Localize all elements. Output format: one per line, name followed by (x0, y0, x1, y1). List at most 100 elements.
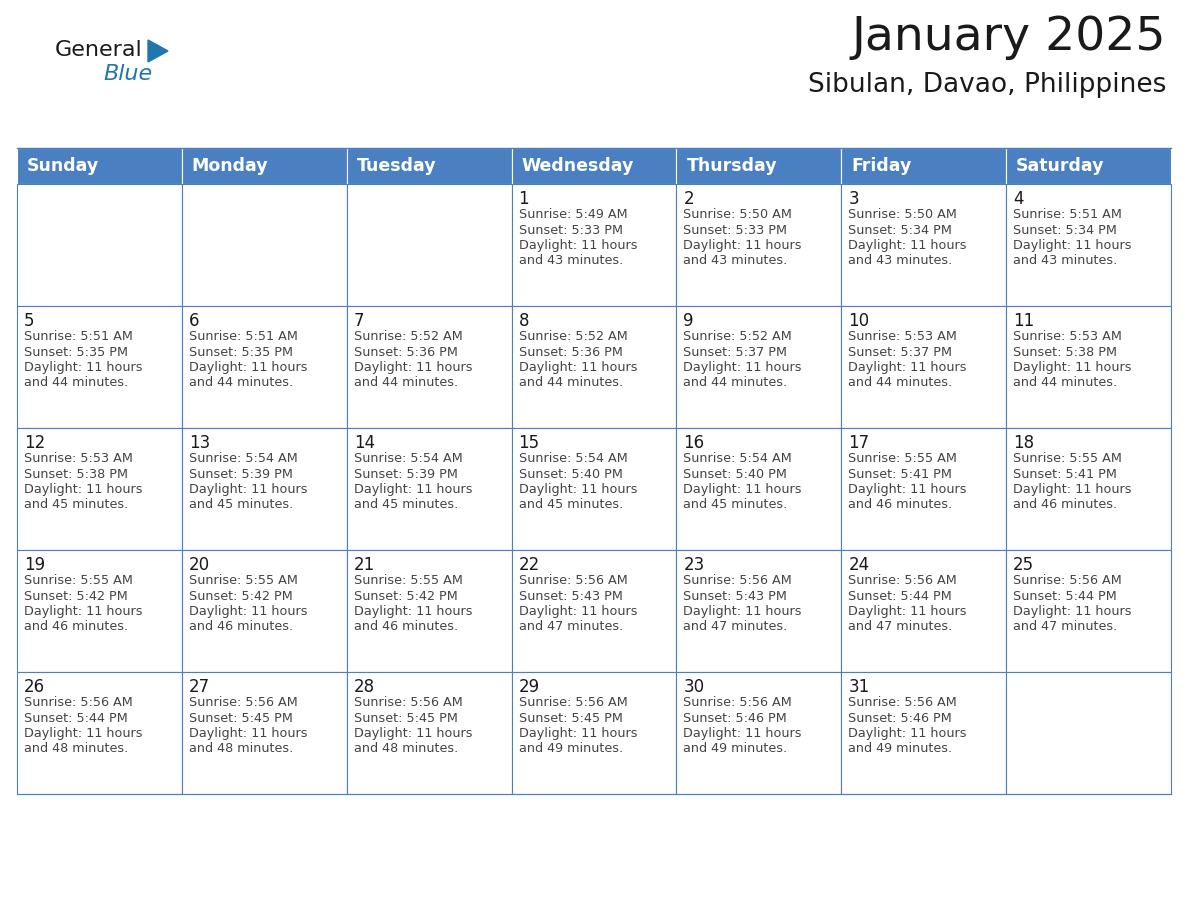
Text: Daylight: 11 hours: Daylight: 11 hours (24, 361, 143, 374)
Text: Sunset: 5:40 PM: Sunset: 5:40 PM (519, 467, 623, 480)
Text: Sunrise: 5:53 AM: Sunrise: 5:53 AM (24, 452, 133, 465)
Text: Sunset: 5:36 PM: Sunset: 5:36 PM (354, 345, 457, 359)
Bar (182, 184, 347, 306)
Text: and 44 minutes.: and 44 minutes. (848, 376, 953, 389)
Text: and 46 minutes.: and 46 minutes. (354, 621, 457, 633)
Text: Sunrise: 5:53 AM: Sunrise: 5:53 AM (1013, 330, 1121, 343)
Text: Daylight: 11 hours: Daylight: 11 hours (848, 239, 967, 252)
Text: and 46 minutes.: and 46 minutes. (189, 621, 293, 633)
Text: and 45 minutes.: and 45 minutes. (683, 498, 788, 511)
Bar (676, 148, 841, 184)
Bar (1006, 428, 1171, 550)
Text: Sunrise: 5:56 AM: Sunrise: 5:56 AM (1013, 574, 1121, 587)
Text: and 48 minutes.: and 48 minutes. (354, 743, 457, 756)
Text: Daylight: 11 hours: Daylight: 11 hours (189, 361, 308, 374)
Text: Sunrise: 5:51 AM: Sunrise: 5:51 AM (1013, 208, 1121, 221)
Text: 8: 8 (519, 312, 529, 330)
Text: 18: 18 (1013, 434, 1035, 452)
Text: Daylight: 11 hours: Daylight: 11 hours (354, 361, 472, 374)
Text: Daylight: 11 hours: Daylight: 11 hours (1013, 605, 1132, 618)
Text: Daylight: 11 hours: Daylight: 11 hours (519, 239, 637, 252)
Bar (347, 306, 512, 428)
Text: Sunrise: 5:56 AM: Sunrise: 5:56 AM (848, 574, 958, 587)
Bar (182, 672, 347, 794)
Text: Sunrise: 5:56 AM: Sunrise: 5:56 AM (354, 696, 462, 709)
Text: Sunset: 5:42 PM: Sunset: 5:42 PM (354, 589, 457, 602)
Bar (512, 672, 676, 794)
Bar (347, 672, 512, 794)
Text: Daylight: 11 hours: Daylight: 11 hours (683, 361, 802, 374)
Text: Sunset: 5:37 PM: Sunset: 5:37 PM (848, 345, 953, 359)
Text: Sunset: 5:44 PM: Sunset: 5:44 PM (24, 711, 128, 724)
Text: Sunset: 5:33 PM: Sunset: 5:33 PM (519, 223, 623, 237)
Text: 25: 25 (1013, 556, 1035, 574)
Text: Daylight: 11 hours: Daylight: 11 hours (354, 605, 472, 618)
Text: Sunrise: 5:51 AM: Sunrise: 5:51 AM (24, 330, 133, 343)
Bar (1006, 184, 1171, 306)
Text: and 44 minutes.: and 44 minutes. (1013, 376, 1117, 389)
Text: 11: 11 (1013, 312, 1035, 330)
Bar (512, 148, 676, 184)
Bar (841, 148, 1006, 184)
Text: 10: 10 (848, 312, 870, 330)
Bar (17, 148, 182, 184)
Bar (676, 550, 841, 672)
Text: Sunrise: 5:56 AM: Sunrise: 5:56 AM (519, 696, 627, 709)
Text: 9: 9 (683, 312, 694, 330)
Text: 29: 29 (519, 678, 539, 696)
Text: Daylight: 11 hours: Daylight: 11 hours (354, 483, 472, 496)
Text: and 45 minutes.: and 45 minutes. (354, 498, 457, 511)
Bar (512, 306, 676, 428)
Text: 20: 20 (189, 556, 210, 574)
Text: Sunset: 5:41 PM: Sunset: 5:41 PM (1013, 467, 1117, 480)
Text: and 43 minutes.: and 43 minutes. (519, 254, 623, 267)
Bar (347, 148, 512, 184)
Text: Sunset: 5:34 PM: Sunset: 5:34 PM (1013, 223, 1117, 237)
Bar (512, 184, 676, 306)
Text: 28: 28 (354, 678, 375, 696)
Text: Tuesday: Tuesday (356, 157, 436, 175)
Text: 21: 21 (354, 556, 375, 574)
Text: Sunset: 5:45 PM: Sunset: 5:45 PM (354, 711, 457, 724)
Text: and 44 minutes.: and 44 minutes. (354, 376, 457, 389)
Text: Sunset: 5:36 PM: Sunset: 5:36 PM (519, 345, 623, 359)
Text: Sunrise: 5:54 AM: Sunrise: 5:54 AM (189, 452, 298, 465)
Text: Sunrise: 5:55 AM: Sunrise: 5:55 AM (24, 574, 133, 587)
Text: Daylight: 11 hours: Daylight: 11 hours (354, 727, 472, 740)
Text: 23: 23 (683, 556, 704, 574)
Text: Sunrise: 5:55 AM: Sunrise: 5:55 AM (189, 574, 298, 587)
Text: Thursday: Thursday (687, 157, 777, 175)
Text: 22: 22 (519, 556, 539, 574)
Text: Sunset: 5:41 PM: Sunset: 5:41 PM (848, 467, 952, 480)
Text: Sunrise: 5:56 AM: Sunrise: 5:56 AM (848, 696, 958, 709)
Text: Sunset: 5:33 PM: Sunset: 5:33 PM (683, 223, 788, 237)
Text: 30: 30 (683, 678, 704, 696)
Text: Daylight: 11 hours: Daylight: 11 hours (189, 605, 308, 618)
Text: Sunset: 5:42 PM: Sunset: 5:42 PM (189, 589, 292, 602)
Bar (17, 672, 182, 794)
Text: Sunrise: 5:50 AM: Sunrise: 5:50 AM (848, 208, 958, 221)
Text: Daylight: 11 hours: Daylight: 11 hours (683, 727, 802, 740)
Bar (1006, 550, 1171, 672)
Bar (841, 672, 1006, 794)
Text: Sunset: 5:39 PM: Sunset: 5:39 PM (189, 467, 292, 480)
Text: Sunrise: 5:52 AM: Sunrise: 5:52 AM (683, 330, 792, 343)
Text: Sunrise: 5:56 AM: Sunrise: 5:56 AM (189, 696, 298, 709)
Text: Sunrise: 5:56 AM: Sunrise: 5:56 AM (683, 696, 792, 709)
Bar (676, 184, 841, 306)
Text: Wednesday: Wednesday (522, 157, 634, 175)
Text: 16: 16 (683, 434, 704, 452)
Text: Sunset: 5:35 PM: Sunset: 5:35 PM (189, 345, 293, 359)
Text: and 46 minutes.: and 46 minutes. (848, 498, 953, 511)
Text: and 48 minutes.: and 48 minutes. (24, 743, 128, 756)
Text: Sibulan, Davao, Philippines: Sibulan, Davao, Philippines (808, 72, 1165, 98)
Text: Sunrise: 5:55 AM: Sunrise: 5:55 AM (1013, 452, 1121, 465)
Bar (841, 306, 1006, 428)
Text: Daylight: 11 hours: Daylight: 11 hours (519, 605, 637, 618)
Text: Sunrise: 5:50 AM: Sunrise: 5:50 AM (683, 208, 792, 221)
Text: and 49 minutes.: and 49 minutes. (848, 743, 953, 756)
Bar (841, 428, 1006, 550)
Text: Daylight: 11 hours: Daylight: 11 hours (848, 361, 967, 374)
Text: Sunset: 5:46 PM: Sunset: 5:46 PM (683, 711, 788, 724)
Text: Sunrise: 5:53 AM: Sunrise: 5:53 AM (848, 330, 958, 343)
